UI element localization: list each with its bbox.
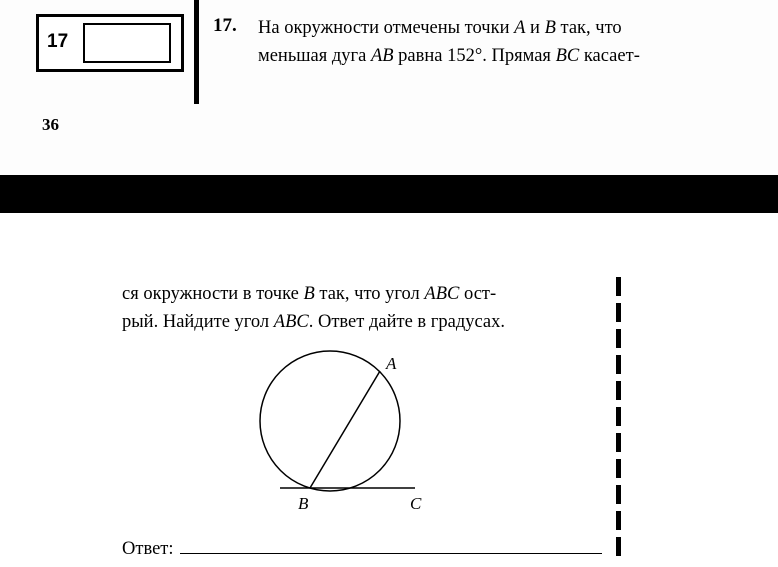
problem-text-bottom: ся окружности в точке B так, что угол AB… — [122, 281, 602, 337]
page-bottom-section: ся окружности в точке B так, что угол AB… — [0, 213, 778, 567]
answer-line-wrap: Ответ: — [122, 539, 602, 560]
vertical-dash-marker-right — [616, 277, 621, 563]
page-divider — [0, 175, 778, 213]
answer-box-number: 17 — [47, 31, 68, 53]
label-a: A — [385, 354, 397, 373]
answer-box-field[interactable] — [83, 23, 171, 63]
problem-number: 17. — [213, 15, 237, 37]
diagram-svg: A B C — [240, 341, 430, 521]
answer-box: 17 — [36, 14, 184, 72]
label-c: C — [410, 494, 422, 513]
chord-ab — [310, 371, 380, 488]
answer-label: Ответ: — [122, 539, 174, 560]
geometry-diagram: A B C — [240, 341, 430, 521]
page-number: 36 — [42, 115, 59, 135]
vertical-dash-marker-top — [194, 0, 199, 104]
problem-text-top: На окружности отмечены точки A и B так, … — [258, 15, 758, 71]
label-b: B — [298, 494, 309, 513]
answer-blank-line[interactable] — [180, 553, 602, 554]
page-top-section: 17 17. На окружности отмечены точки A и … — [0, 0, 778, 175]
